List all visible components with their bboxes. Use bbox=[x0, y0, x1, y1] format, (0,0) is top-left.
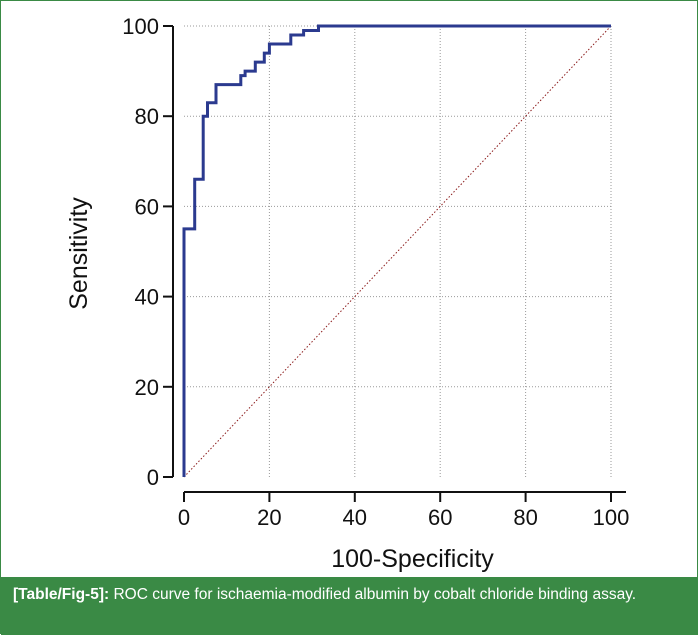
roc-curve-line bbox=[182, 24, 611, 477]
x-tick-label-5: 100 bbox=[593, 505, 630, 530]
axes bbox=[163, 25, 626, 502]
y-tick-label-1: 20 bbox=[135, 375, 159, 400]
x-axis-title: 100-Specificity bbox=[331, 545, 494, 573]
y-tick-label-0: 0 bbox=[147, 465, 159, 490]
x-tick-label-3: 60 bbox=[428, 505, 452, 530]
x-tick-label-0: 0 bbox=[178, 505, 190, 530]
caption-label: [Table/Fig-5]: bbox=[13, 586, 110, 603]
reference-diagonal-line bbox=[183, 25, 612, 478]
y-tick-label-3: 60 bbox=[135, 194, 159, 219]
x-tick-label-1: 20 bbox=[257, 505, 281, 530]
tick-labels: 0 20 40 60 80 100 0 20 40 60 80 100 bbox=[122, 14, 629, 530]
y-tick-label-5: 100 bbox=[122, 14, 159, 39]
roc-chart: 0 20 40 60 80 100 0 20 40 60 80 100 100-Specificity… bbox=[65, 14, 629, 573]
y-tick-label-2: 40 bbox=[135, 285, 159, 310]
x-tick-label-4: 80 bbox=[513, 505, 537, 530]
y-tick-label-4: 80 bbox=[135, 104, 159, 129]
figure-caption: [Table/Fig-5]: ROC curve for ischaemia-m… bbox=[1, 577, 698, 635]
y-axis-title: Sensitivity bbox=[65, 197, 93, 310]
x-tick-label-2: 40 bbox=[343, 505, 367, 530]
caption-text: ROC curve for ischaemia-modified albumin… bbox=[113, 586, 637, 603]
